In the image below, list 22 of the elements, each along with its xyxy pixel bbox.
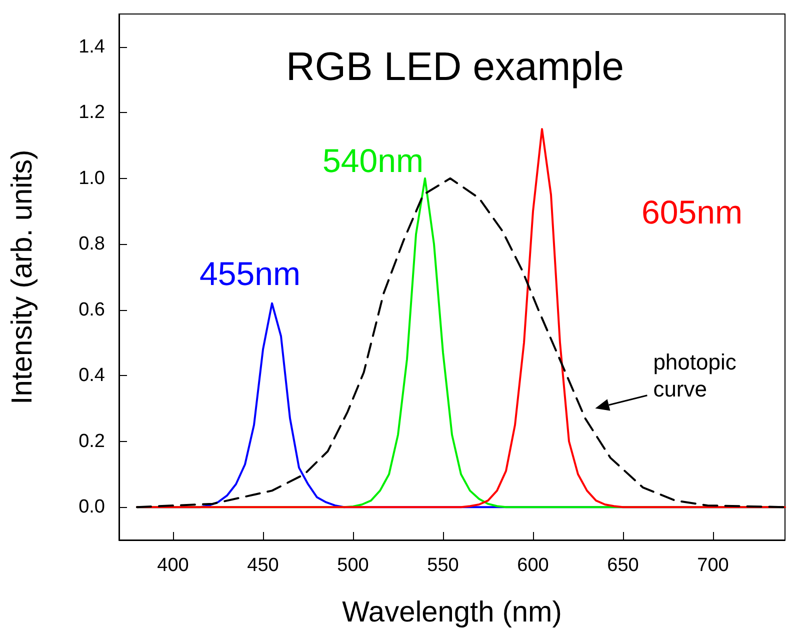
y-tick-label: 1.2 xyxy=(78,102,105,124)
y-tick-label: 1.0 xyxy=(78,168,105,189)
y-tick-label: 0.2 xyxy=(78,430,105,452)
y-tick-label: 1.4 xyxy=(78,36,106,58)
text: RGB LED example xyxy=(286,45,624,89)
annotation: 540nm xyxy=(322,142,424,179)
y-axis-title: Intensity (arb. units) xyxy=(6,150,38,404)
annotation: photopic curve xyxy=(653,349,742,402)
annotation: 455nm xyxy=(200,254,300,292)
x-tick-label: 450 xyxy=(247,555,279,576)
x-tick-label: 600 xyxy=(517,555,549,576)
y-tick-label: 0.4 xyxy=(78,365,106,386)
x-tick-label: 400 xyxy=(157,555,189,576)
y-tick-label: 0.8 xyxy=(78,234,105,255)
x-tick-label: 550 xyxy=(427,555,459,576)
x-tick-label: 700 xyxy=(697,555,729,576)
y-tick-label: 0.6 xyxy=(78,299,105,320)
x-tick-label: 650 xyxy=(607,555,639,576)
x-axis-title: Wavelength (nm) xyxy=(342,596,562,628)
annotation: 605nm xyxy=(642,194,742,231)
x-tick-label: 500 xyxy=(337,555,369,576)
y-tick-label: 0.0 xyxy=(78,496,105,518)
